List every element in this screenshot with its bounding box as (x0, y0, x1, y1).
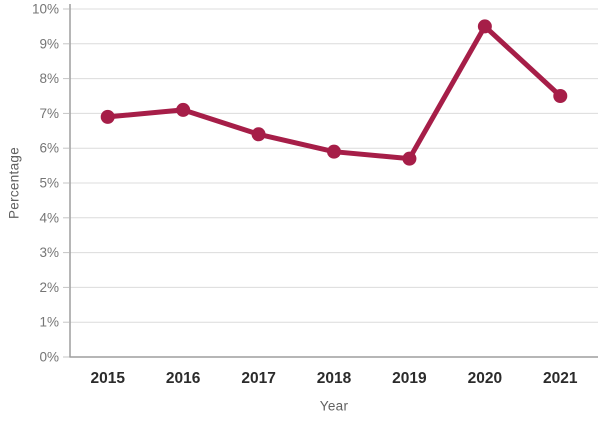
y-axis-title: Percentage (6, 146, 22, 220)
y-tick-label: 3% (39, 245, 59, 260)
x-axis-title: Year (319, 398, 349, 414)
y-tick-label: 0% (39, 350, 59, 365)
data-point (477, 19, 492, 34)
data-point (251, 127, 266, 142)
x-tick-label: 2018 (317, 370, 352, 387)
data-line (105, 23, 563, 162)
x-tick-label: 2021 (543, 370, 578, 387)
x-tick-label: 2017 (241, 370, 275, 387)
data-point (100, 109, 115, 124)
y-tick-label: 2% (39, 280, 59, 295)
data-point (402, 151, 417, 166)
y-tick-label: 5% (39, 176, 59, 191)
data-point (176, 102, 191, 117)
x-tick-label: 2019 (392, 370, 427, 387)
x-tick-label: 2015 (90, 370, 125, 387)
y-tick-label: 7% (39, 106, 59, 121)
y-tick-label: 6% (39, 141, 59, 156)
data-point (327, 144, 341, 159)
x-tick-label: 2016 (166, 370, 201, 387)
y-tick-label: 8% (39, 71, 59, 86)
y-tick-label: 10% (32, 2, 59, 17)
y-tick-label: 1% (39, 315, 59, 330)
y-tick-label: 4% (39, 210, 59, 225)
x-tick-label: 2020 (468, 370, 502, 387)
data-point (553, 89, 568, 103)
y-tick-label: 9% (39, 36, 59, 51)
